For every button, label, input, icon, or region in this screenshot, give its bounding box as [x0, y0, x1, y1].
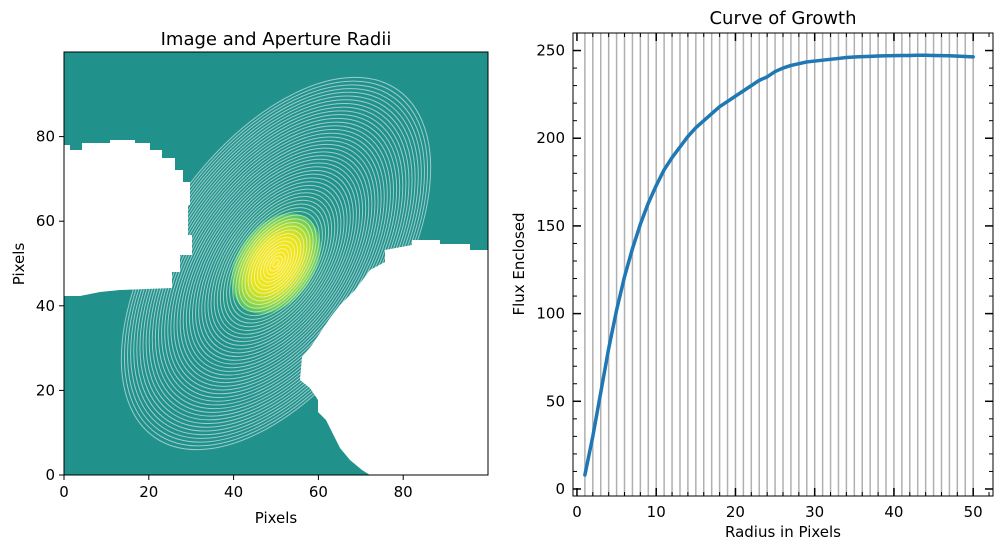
growth-title: Curve of Growth [709, 8, 856, 29]
y-tick-label: 100 [536, 305, 565, 323]
x-tick-label: 50 [964, 503, 983, 521]
aperture-ring [185, 155, 367, 372]
aperture-ring [238, 218, 314, 309]
image-y-ticks: 0 20 40 60 80 [36, 128, 64, 484]
aperture-ring [207, 181, 345, 346]
aperture-ring [222, 199, 330, 328]
aperture-ring [192, 162, 360, 365]
radius-lines [584, 33, 974, 496]
x-tick-label: 20 [726, 503, 745, 521]
aperture-ring [272, 259, 280, 268]
y-tick-label: 20 [36, 381, 55, 399]
masked-region-left [64, 140, 192, 296]
y-tick-label: 40 [36, 297, 55, 315]
aperture-ring [219, 196, 333, 331]
x-tick-label: 0 [59, 483, 69, 501]
aperture-ring [260, 244, 292, 283]
aperture-ring [229, 207, 323, 320]
image-title: Image and Aperture Radii [161, 29, 392, 50]
growth-x-ticks: 0 10 20 30 40 50 [572, 33, 990, 521]
aperture-ring [266, 251, 286, 276]
growth-line [583, 53, 975, 477]
aperture-ring [204, 177, 348, 350]
x-tick-label: 60 [309, 483, 328, 501]
y-tick-label: 250 [536, 42, 565, 60]
aperture-ring [247, 229, 305, 298]
aperture-ring [250, 233, 302, 294]
y-tick-label: 0 [555, 480, 565, 498]
growth-panel: Curve of Growth 0 10 20 30 40 50 0 50 100 150 200… [510, 8, 994, 541]
aperture-ring [216, 192, 336, 335]
x-tick-label: 40 [884, 503, 903, 521]
y-tick-label: 200 [536, 129, 565, 147]
aperture-ring [198, 169, 354, 358]
y-tick-label: 60 [36, 212, 55, 230]
image-x-ticks: 0 20 40 60 80 [59, 475, 413, 501]
aperture-ring [269, 255, 283, 272]
aperture-ring [244, 225, 308, 302]
aperture-ring [188, 158, 364, 369]
x-tick-label: 10 [647, 503, 666, 521]
growth-x-label: Radius in Pixels [725, 523, 841, 541]
aperture-ring [213, 188, 339, 339]
aperture-ring [232, 210, 320, 317]
aperture-ring [210, 184, 342, 343]
x-tick-label: 40 [224, 483, 243, 501]
aperture-ring [195, 166, 357, 361]
image-frame [63, 51, 489, 476]
y-tick-label: 80 [36, 128, 55, 146]
growth-y-label: Flux Enclosed [510, 212, 528, 315]
aperture-ring [182, 151, 370, 376]
aperture-ring [176, 143, 376, 384]
y-tick-label: 0 [45, 466, 55, 484]
y-tick-label: 150 [536, 217, 565, 235]
aperture-ring [256, 240, 296, 287]
aperture-ring [201, 173, 351, 354]
x-tick-label: 20 [139, 483, 158, 501]
image-panel: Image and Aperture Radii 0 20 40 6 [10, 29, 489, 527]
aperture-ring [253, 236, 299, 291]
x-tick-label: 80 [394, 483, 413, 501]
aperture-ring [179, 147, 373, 380]
masked-region-right [300, 240, 488, 475]
x-tick-label: 30 [805, 503, 824, 521]
aperture-ring [263, 248, 289, 279]
aperture-ring [226, 203, 326, 324]
image-y-label: Pixels [10, 243, 28, 286]
x-tick-label: 0 [572, 503, 582, 521]
growth-series [583, 53, 975, 477]
aperture-ring [235, 214, 317, 313]
y-tick-label: 50 [546, 392, 565, 410]
aperture-ring [241, 222, 311, 305]
growth-y-ticks: 0 50 100 150 200 250 [536, 32, 993, 498]
image-x-label: Pixels [255, 509, 298, 527]
